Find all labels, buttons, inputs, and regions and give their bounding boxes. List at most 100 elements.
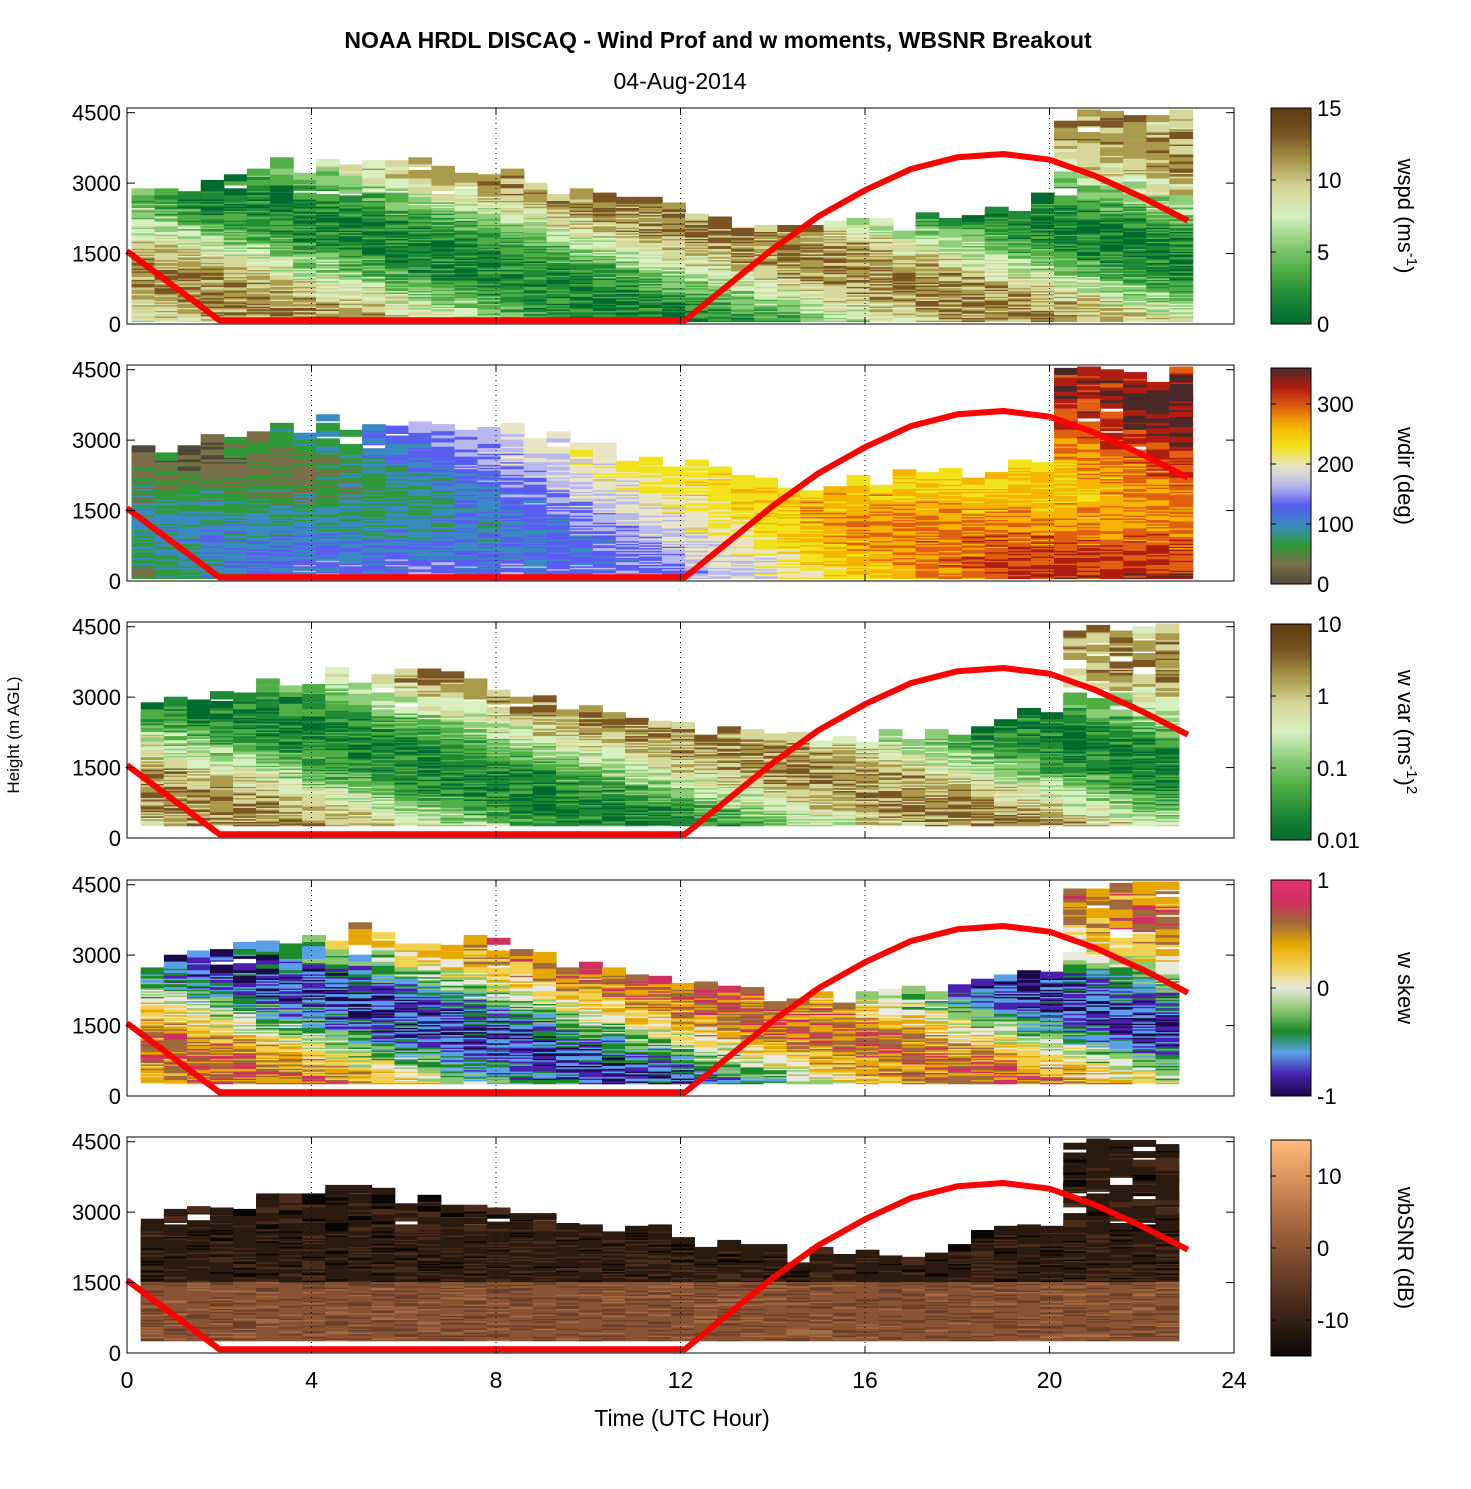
- heatmap-cell: [477, 189, 502, 197]
- heatmap-cell: [1077, 132, 1101, 139]
- heatmap-cell: [454, 188, 479, 196]
- heatmap-cell: [385, 171, 409, 179]
- chart-title: NOAA HRDL DISCAQ - Wind Prof and w momen…: [344, 27, 1092, 53]
- heatmap-cell: [662, 202, 686, 210]
- heatmap-cell: [961, 215, 986, 223]
- heatmap-cell: [177, 445, 202, 453]
- heatmap-cell: [270, 422, 294, 430]
- heatmap-cell: [316, 175, 340, 183]
- heatmap-cell: [316, 414, 340, 422]
- heatmap-cell: [131, 445, 156, 453]
- heatmap-cell: [1169, 146, 1194, 154]
- heatmap-cell: [316, 422, 340, 430]
- heatmap-cell: [1169, 120, 1194, 128]
- heatmap-cell: [408, 157, 433, 165]
- heatmap-cell: [362, 168, 386, 176]
- heatmap-cell: [639, 196, 663, 204]
- heatmap-cell: [500, 177, 525, 185]
- colorbar-label: wspd (ms-1): [1393, 158, 1420, 274]
- heatmap-cell: [270, 192, 294, 200]
- heatmap-cell: [246, 168, 271, 176]
- colorbar: [1270, 107, 1312, 325]
- heatmap-cell: [984, 206, 1009, 214]
- heatmap-cell: [1146, 115, 1171, 123]
- heatmap-cell: [316, 438, 340, 446]
- chart-subtitle: 04-Aug-2014: [614, 68, 747, 94]
- heatmap-cell: [270, 178, 294, 186]
- heatmap-cell: [431, 171, 456, 179]
- heatmap-cell: [1031, 192, 1055, 200]
- heatmap-cell: [1100, 110, 1124, 118]
- heatmap-cell: [754, 225, 778, 232]
- heatmap-cell: [385, 192, 409, 200]
- heatmap-cell: [362, 160, 386, 168]
- heatmap-cell: [1054, 120, 1078, 128]
- heatmap-cell: [731, 227, 755, 235]
- heatmap-cell: [431, 184, 456, 192]
- heatmap-cell: [200, 184, 225, 192]
- heatmap-cell: [431, 165, 456, 173]
- heatmap-cell: [293, 432, 317, 440]
- colorbar-tick-label: 10: [1317, 168, 1341, 193]
- heatmap-cell: [316, 194, 340, 201]
- heatmap-cell: [362, 177, 386, 185]
- heatmap-cell: [1123, 140, 1147, 148]
- heatmap-cell: [869, 217, 894, 225]
- heatmap-cell: [685, 213, 709, 221]
- heatmap-cell: [246, 178, 271, 186]
- heatmap-cell: [293, 172, 317, 180]
- heatmap-cell: [154, 452, 179, 460]
- heatmap-cell: [154, 188, 179, 196]
- heatmap-cell: [223, 178, 248, 186]
- heatmap-cell: [270, 174, 294, 182]
- heatmap-cell: [223, 436, 248, 444]
- heatmap-cell: [246, 431, 271, 439]
- heatmap-cell: [339, 164, 363, 172]
- heatmap-cell: [1054, 171, 1078, 179]
- heatmap-2: [131, 366, 1194, 580]
- heatmap-cell: [569, 188, 594, 196]
- y-tick-label: 0: [109, 312, 121, 337]
- heatmap-cell: [823, 220, 848, 228]
- heatmap-cell: [708, 216, 732, 224]
- heatmap-cell: [200, 192, 225, 200]
- colorbar-tick-label: 15: [1317, 96, 1341, 121]
- heatmap-cell: [362, 191, 386, 199]
- heatmap-cell: [223, 188, 248, 196]
- y-axis-label: Height (m AGL): [4, 676, 23, 793]
- heatmap-cell: [454, 172, 479, 180]
- heatmap-cell: [339, 195, 363, 203]
- heatmap-cell: [892, 230, 917, 238]
- heatmap-cell: [223, 174, 248, 182]
- heatmap-cell: [200, 179, 225, 187]
- heatmap-cell: [293, 192, 317, 200]
- heatmap-cell: [615, 196, 640, 204]
- heatmap-cell: [385, 177, 409, 185]
- heatmap-cell: [316, 158, 340, 166]
- heatmap-cell: [546, 194, 571, 201]
- heatmap-cell: [500, 168, 525, 176]
- heatmap-cell: [1054, 130, 1078, 138]
- heatmap-cell: [1169, 109, 1194, 117]
- heatmap-cell: [131, 188, 156, 196]
- heatmap-cell: [523, 195, 548, 203]
- heatmap-cell: [293, 182, 317, 190]
- heatmap-cell: [270, 157, 294, 165]
- heatmap-cell: [177, 191, 202, 199]
- heatmap-cell: [1077, 109, 1101, 117]
- heatmap-1: [131, 109, 1194, 323]
- heatmap-cell: [500, 186, 525, 194]
- heatmap-cell: [385, 160, 409, 168]
- heatmap-cell: [408, 194, 433, 201]
- heatmap-cell: [316, 168, 340, 176]
- heatmap-cell: [938, 217, 963, 225]
- heatmap-cell: [1054, 195, 1078, 203]
- heatmap-cell: [408, 170, 433, 177]
- heatmap-cell: [523, 182, 548, 190]
- heatmap-cell: [523, 191, 548, 199]
- colorbar-tick-label: 0: [1317, 312, 1329, 337]
- y-tick-label: 3000: [72, 171, 121, 196]
